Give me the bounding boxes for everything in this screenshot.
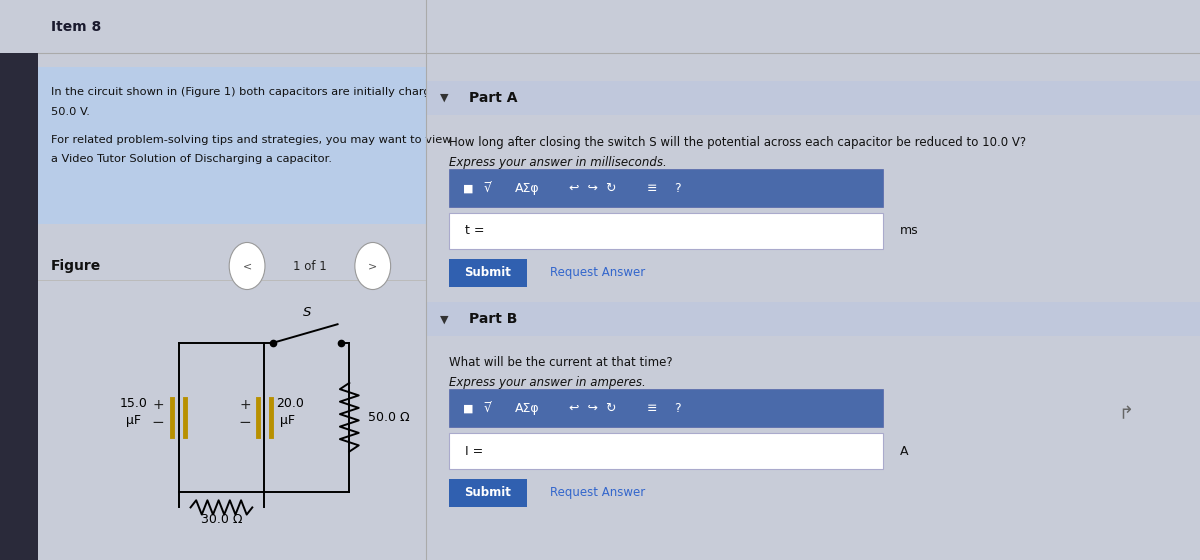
Text: ▼: ▼	[440, 314, 449, 324]
Text: ↱: ↱	[1118, 405, 1134, 423]
Text: 30.0 Ω: 30.0 Ω	[200, 513, 242, 526]
Text: ΑΣφ: ΑΣφ	[515, 181, 540, 195]
Text: √̅: √̅	[484, 402, 492, 415]
FancyBboxPatch shape	[449, 259, 527, 287]
Text: ≡: ≡	[647, 402, 658, 415]
Text: A: A	[900, 445, 908, 458]
Text: Express your answer in amperes.: Express your answer in amperes.	[449, 376, 646, 389]
FancyBboxPatch shape	[449, 389, 883, 427]
Text: μF: μF	[280, 414, 295, 427]
Circle shape	[355, 242, 391, 290]
Text: ms: ms	[900, 225, 918, 237]
FancyBboxPatch shape	[449, 213, 883, 249]
Text: +: +	[152, 398, 164, 412]
Text: <: <	[242, 261, 252, 271]
Text: Submit: Submit	[464, 486, 511, 500]
Text: √̅: √̅	[484, 181, 492, 195]
Text: Figure: Figure	[52, 259, 101, 273]
Text: +: +	[239, 398, 251, 412]
Text: ↩  ↪  ↻: ↩ ↪ ↻	[569, 181, 617, 195]
Text: 20.0: 20.0	[276, 397, 305, 410]
FancyBboxPatch shape	[38, 67, 426, 224]
FancyBboxPatch shape	[0, 0, 426, 53]
Text: Request Answer: Request Answer	[550, 486, 646, 500]
Text: Item 8: Item 8	[52, 20, 101, 34]
Text: I =: I =	[464, 445, 482, 458]
Text: Submit: Submit	[464, 266, 511, 279]
Text: ?: ?	[673, 181, 680, 195]
Text: ■: ■	[463, 403, 474, 413]
Text: μF: μF	[126, 414, 140, 427]
Text: In the circuit shown in (Figure 1) both capacitors are initially charged to: In the circuit shown in (Figure 1) both …	[52, 87, 460, 97]
Text: Part A: Part A	[468, 91, 517, 105]
Text: ≡: ≡	[647, 181, 658, 195]
Text: Request Answer: Request Answer	[550, 266, 646, 279]
FancyBboxPatch shape	[449, 479, 527, 507]
Text: What will be the current at that time?: What will be the current at that time?	[449, 356, 673, 370]
Text: t =: t =	[464, 225, 485, 237]
Text: ↩  ↪  ↻: ↩ ↪ ↻	[569, 402, 617, 415]
FancyBboxPatch shape	[449, 169, 883, 207]
Circle shape	[229, 242, 265, 290]
FancyBboxPatch shape	[0, 0, 38, 560]
FancyBboxPatch shape	[426, 81, 1200, 115]
Text: −: −	[239, 416, 251, 430]
Text: ?: ?	[673, 402, 680, 415]
Text: >: >	[368, 261, 377, 271]
Text: −: −	[152, 416, 164, 430]
FancyBboxPatch shape	[426, 0, 1200, 53]
FancyBboxPatch shape	[426, 302, 1200, 336]
Text: 50.0 Ω: 50.0 Ω	[368, 411, 410, 424]
Text: Part B: Part B	[468, 312, 517, 326]
Text: a Video Tutor Solution of Discharging a capacitor.: a Video Tutor Solution of Discharging a …	[52, 154, 332, 164]
Text: 15.0: 15.0	[119, 397, 148, 410]
Text: Express your answer in milliseconds.: Express your answer in milliseconds.	[449, 156, 667, 169]
Text: ▼: ▼	[440, 93, 449, 103]
Text: S: S	[302, 306, 311, 319]
Text: 1 of 1: 1 of 1	[293, 259, 326, 273]
Text: How long after closing the switch S will the potential across each capacitor be : How long after closing the switch S will…	[449, 136, 1026, 150]
Text: 50.0 V.: 50.0 V.	[52, 107, 90, 117]
FancyBboxPatch shape	[449, 433, 883, 469]
Text: For related problem-solving tips and strategies, you may want to view: For related problem-solving tips and str…	[52, 135, 451, 145]
Text: ΑΣφ: ΑΣφ	[515, 402, 540, 415]
Text: ■: ■	[463, 183, 474, 193]
